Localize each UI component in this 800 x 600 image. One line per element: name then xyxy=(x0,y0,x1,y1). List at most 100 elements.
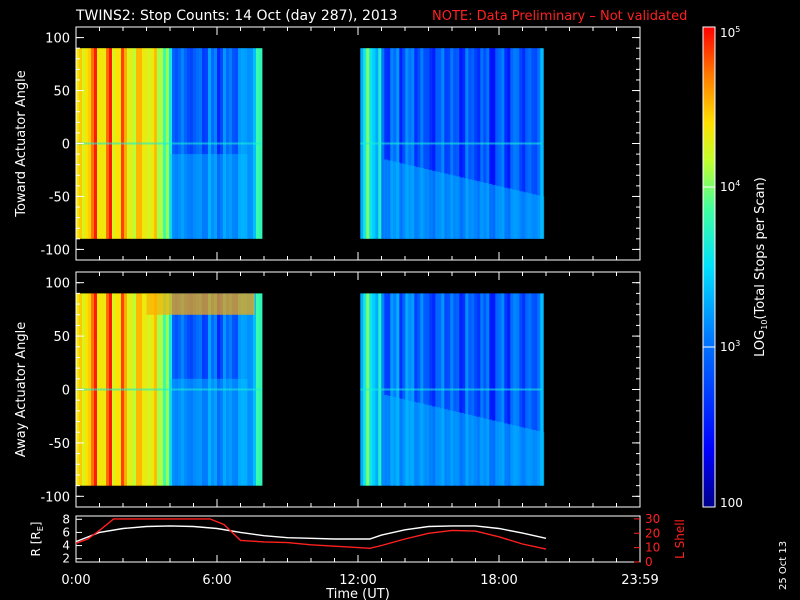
heatmap-band xyxy=(415,402,421,486)
heatmap-band xyxy=(439,408,445,486)
ytick-label: -50 xyxy=(49,437,70,452)
heatmap-band xyxy=(455,412,461,486)
radius-line xyxy=(76,525,547,543)
heatmap-band xyxy=(395,162,401,239)
heatmap-band xyxy=(451,175,457,239)
heatmap-band xyxy=(463,178,469,239)
heatmap-band xyxy=(391,396,397,486)
heatmap-band xyxy=(463,413,469,486)
chart-title: TWINS2: Stop Counts: 14 Oct (day 287), 2… xyxy=(75,8,398,24)
toward-heatmap-image xyxy=(76,48,545,239)
heatmap-band xyxy=(435,407,441,486)
heatmap-band xyxy=(435,171,441,239)
heatmap-band xyxy=(491,184,497,239)
heatmap-band xyxy=(499,422,505,486)
heatmap-band xyxy=(483,418,489,486)
heatmap-band xyxy=(443,409,449,486)
ytick-label: -100 xyxy=(40,490,70,505)
heatmap-band xyxy=(499,186,505,239)
lshell-ylabel: L Shell xyxy=(673,519,687,559)
toward-heatmap-panel: 100 50 0 -50 -100 Toward Actuator Angle xyxy=(14,26,641,261)
away-heatmap-panel: 100 50 0 -50 -100 Away Actuator Angle xyxy=(14,271,641,508)
heatmap-band xyxy=(467,179,473,239)
orbit-lines xyxy=(76,518,547,550)
ytick-label: 50 xyxy=(53,330,70,345)
heatmap-segment xyxy=(76,48,263,239)
heatmap-band xyxy=(507,424,513,486)
heatmap-band xyxy=(391,161,397,239)
radius-ylabel-close: ] xyxy=(29,522,43,527)
heatmap-band xyxy=(487,183,493,239)
heatmap-band xyxy=(411,166,417,239)
heatmap-band xyxy=(459,177,465,239)
heatmap-band xyxy=(447,410,453,486)
toward-ylabel: Toward Actuator Angle xyxy=(14,70,29,217)
heatmap-band xyxy=(471,180,477,239)
heatmap-band xyxy=(535,430,541,486)
time-tick-label: 12:00 xyxy=(339,573,376,588)
lshell-tick-label: 20 xyxy=(645,526,660,540)
heatmap-band xyxy=(487,419,493,486)
heatmap-band xyxy=(495,421,501,486)
heatmap-band xyxy=(427,405,433,486)
heatmap-band xyxy=(471,415,477,486)
heatmap-band xyxy=(403,164,409,239)
ytick-label: 100 xyxy=(45,32,70,47)
lshell-tick-label: 30 xyxy=(645,512,660,526)
heatmap-band xyxy=(503,423,509,486)
heatmap-band xyxy=(170,378,248,486)
heatmap-band xyxy=(443,173,449,239)
heatmap-band xyxy=(455,176,461,239)
time-tick-label: 0:00 xyxy=(61,573,90,588)
heatmap-band xyxy=(170,154,248,239)
heatmap-band xyxy=(511,189,517,239)
heatmap-segment xyxy=(360,48,545,239)
ytick-label: -100 xyxy=(40,243,70,258)
heatmap-band xyxy=(399,163,405,239)
heatmap-band xyxy=(539,431,545,486)
heatmap-band xyxy=(467,414,473,486)
lshell-tick-label: 0 xyxy=(645,555,653,569)
heatmap-band xyxy=(511,425,517,486)
heatmap-band xyxy=(383,159,389,239)
colorbar-label-log: LOG xyxy=(753,330,768,357)
heatmap-band xyxy=(527,429,533,486)
heatmap-band xyxy=(431,406,437,486)
heatmap-band xyxy=(423,404,429,486)
heatmap-band xyxy=(419,403,425,486)
colorbar-tick-label: 100 xyxy=(720,496,743,510)
toward-axis: 100 50 0 -50 -100 xyxy=(40,27,641,260)
time-tick-label: 23:59 xyxy=(621,573,658,588)
heatmap-band xyxy=(519,427,525,486)
radius-tick-label: 4 xyxy=(62,539,70,553)
heatmap-band xyxy=(479,182,485,239)
heatmap-band xyxy=(491,420,497,486)
radius-ylabel: R [RE] xyxy=(29,522,45,557)
away-heatmap-image xyxy=(76,293,545,486)
radius-tick-label: 8 xyxy=(62,512,70,526)
heatmap-band xyxy=(459,413,465,486)
heatmap-band xyxy=(415,167,421,239)
radius-ylabel-sub: E xyxy=(36,526,45,531)
heatmap-segment xyxy=(76,293,263,486)
heatmap-band xyxy=(475,416,481,486)
heatmap-band xyxy=(423,169,429,239)
time-tick-label: 6:00 xyxy=(202,573,231,588)
heatmap-band xyxy=(475,181,481,239)
ytick-label: 0 xyxy=(62,138,70,153)
heatmap-band xyxy=(407,400,413,486)
heatmap-column xyxy=(540,48,544,239)
preliminary-note: NOTE: Data Preliminary – Not validated xyxy=(432,9,687,24)
ytick-label: 50 xyxy=(53,85,70,100)
heatmap-band xyxy=(403,399,409,486)
time-xlabel: Time (UT) xyxy=(325,587,390,600)
heatmap-band xyxy=(503,187,509,239)
colorbar-label-sub: 10 xyxy=(760,320,769,330)
heatmap-band xyxy=(431,170,437,239)
heatmap-band xyxy=(507,188,513,239)
colorbar-ticks: 105 104 103 100 xyxy=(703,25,743,510)
heatmap-band xyxy=(399,398,405,486)
radius-ylabel-main: R [R xyxy=(29,531,43,556)
heatmap-column xyxy=(540,293,544,486)
